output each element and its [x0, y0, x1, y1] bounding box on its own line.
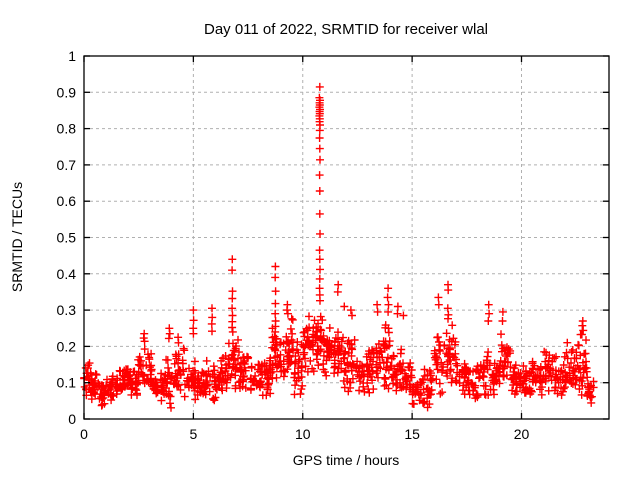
data-point-markers	[80, 82, 598, 412]
y-tick-label: 0.6	[57, 193, 77, 209]
x-tick-label: 15	[404, 426, 420, 442]
y-tick-label: 0.4	[57, 266, 77, 282]
y-tick-label: 1	[68, 48, 76, 64]
y-tick-label: 0.9	[57, 84, 77, 100]
y-tick-label: 0.7	[57, 157, 77, 173]
x-axis-label: GPS time / hours	[293, 452, 400, 468]
x-tick-label: 5	[189, 426, 197, 442]
chart-title: Day 011 of 2022, SRMTID for receiver wla…	[204, 21, 488, 38]
plot-border-and-ticks	[83, 55, 610, 420]
y-tick-label: 0.3	[57, 302, 77, 318]
y-tick-label: 0.5	[57, 230, 77, 246]
x-tick-label: 10	[295, 426, 311, 442]
y-axis-label: SRMTID / TECUs	[9, 182, 25, 292]
scatter-points	[80, 82, 598, 412]
y-tick-label: 0.1	[57, 375, 77, 391]
x-tick-label: 20	[514, 426, 530, 442]
tick-labels: 0 5 10 15 20 0 0.1 0.2 0.3 0.4 0.5 0.6 0.7 0.8 0.9 1	[57, 48, 530, 442]
y-tick-label: 0.2	[57, 338, 77, 354]
y-tick-label: 0.8	[57, 121, 77, 137]
y-tick-label: 0	[68, 411, 76, 427]
x-tick-label: 0	[80, 426, 88, 442]
